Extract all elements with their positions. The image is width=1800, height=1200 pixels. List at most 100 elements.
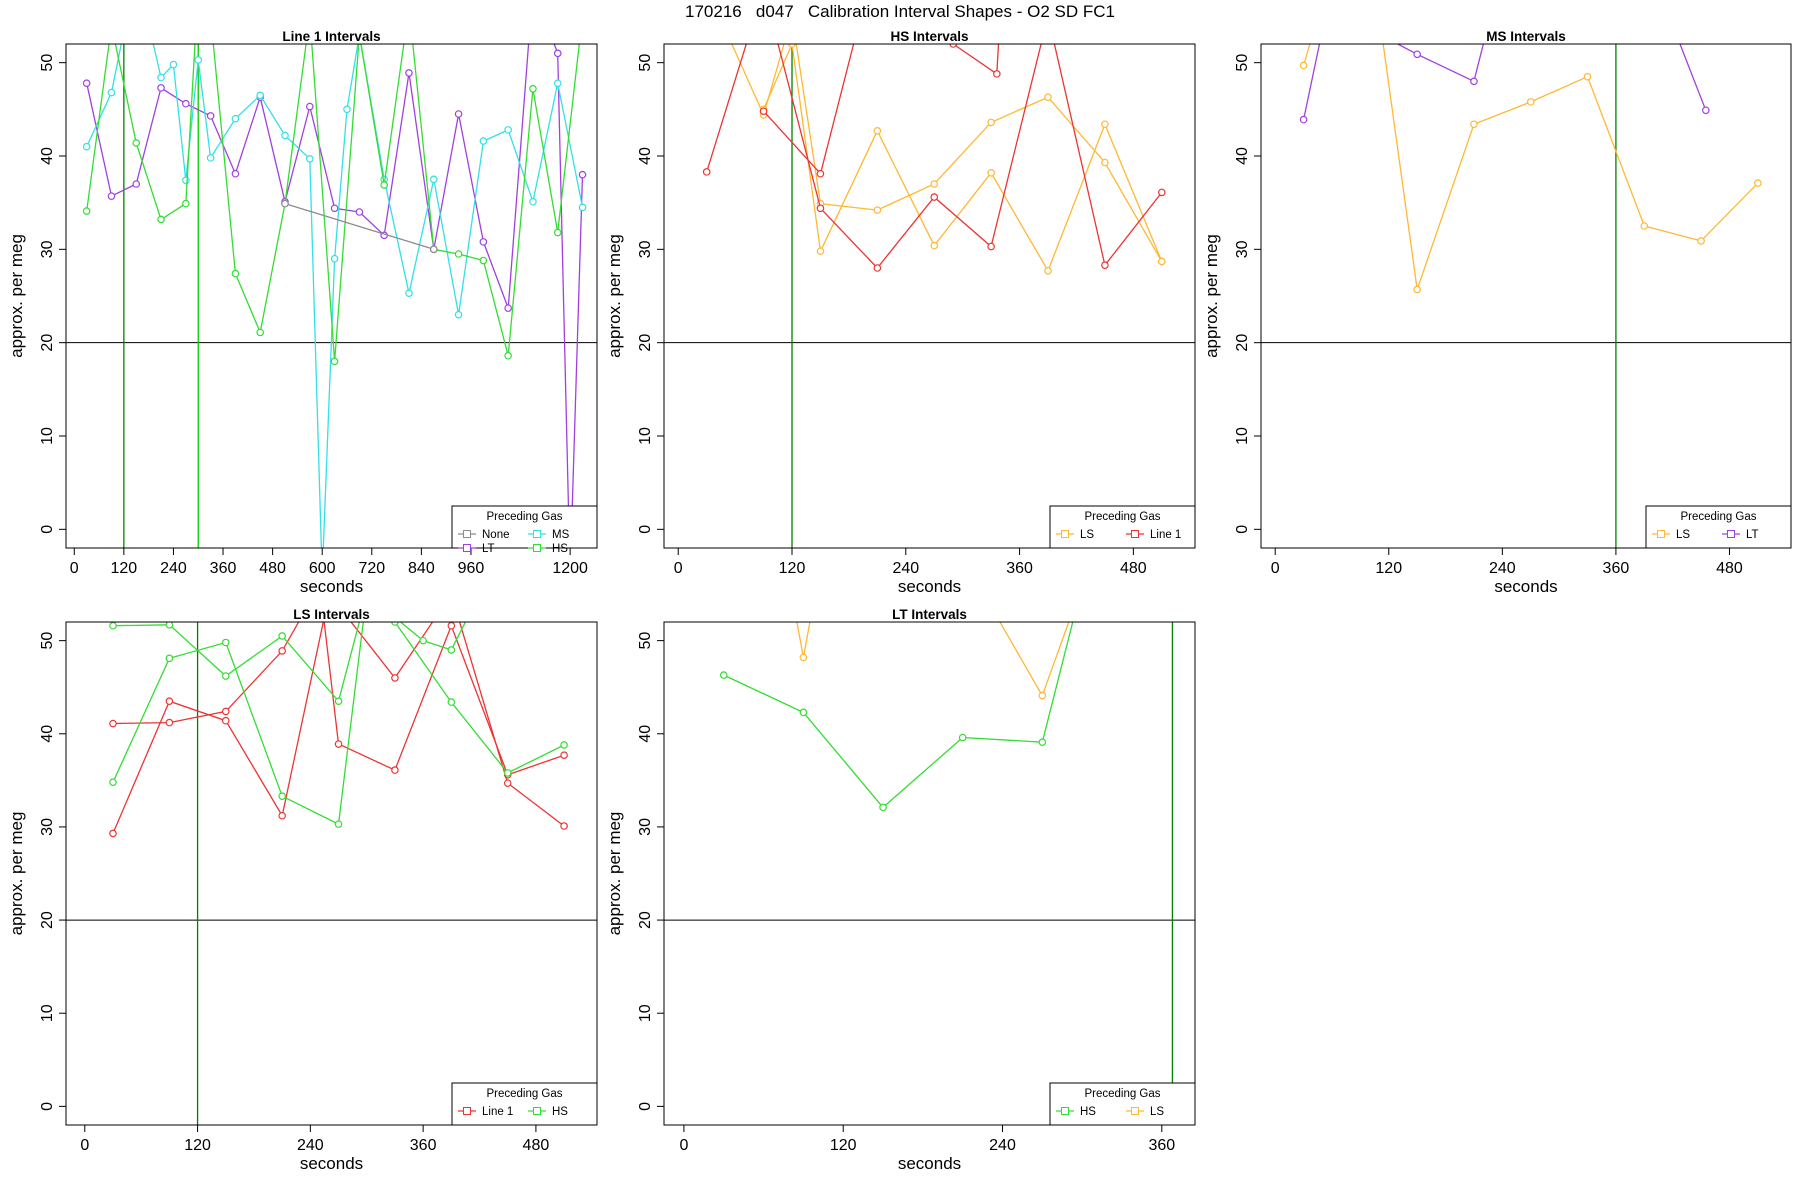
series-line [86,44,584,548]
data-point [560,741,568,749]
y-tick-label: 0 [637,525,654,534]
data-point [334,820,343,828]
x-tick-label: 360 [410,1137,437,1154]
data-point [429,175,438,184]
x-tick-label: 360 [1006,560,1033,577]
data-point [553,49,562,58]
data-point [231,269,240,278]
data-point [182,99,190,108]
data-point [1044,266,1052,275]
legend-swatch-marker [533,1107,541,1115]
y-tick-label: 0 [39,1102,56,1111]
series-line [763,44,855,176]
data-point [334,697,343,705]
data-point [1640,222,1649,230]
data-point [256,91,265,100]
data-point [873,264,882,272]
x-tick-label: 960 [458,560,485,577]
legend-label: Line 1 [482,1106,513,1118]
data-point [231,114,240,123]
legend-title: Preceding Gas [1680,511,1756,523]
legend-swatch-marker [463,530,471,538]
data-point [221,716,230,725]
data-point [182,176,190,185]
legend-label: MS [552,529,570,541]
data-point [281,199,289,208]
data-point [702,168,711,176]
data-point [165,697,174,705]
panel-title: Line 1 Intervals [282,29,380,44]
series-hs [719,622,1074,812]
x-tick-label: 240 [160,560,187,577]
y-tick-label: 0 [1234,525,1251,534]
y-tick-label: 50 [1234,54,1251,72]
y-tick-label: 30 [637,818,654,836]
legend-swatch-marker [1061,530,1069,538]
data-point [578,203,587,212]
plot-content [66,13,597,548]
x-tick-label: 360 [210,560,237,577]
data-point [799,708,808,717]
legend-box [1645,505,1792,549]
legend-swatch-marker [463,544,471,552]
plot-frame [1260,43,1792,549]
data-point [182,199,190,208]
data-point [1470,120,1478,129]
data-point [759,107,768,116]
panel-4: LS Intervals 0 120 240 360 480 seconds 0 10 20 30 4… [7,607,598,1173]
data-point [281,131,289,140]
data-point [405,69,413,77]
y-tick-label: 50 [637,54,654,72]
legend-swatch-marker [533,530,541,538]
data-point [194,56,203,64]
data-point [454,250,463,258]
data-point [330,204,339,213]
y-tick-label: 20 [1234,334,1251,352]
panel-title: LS Intervals [293,607,370,622]
legend-label: LS [1080,529,1094,541]
data-point [799,653,808,662]
data-point [1697,237,1705,245]
data-point [391,622,399,626]
data-point [334,740,343,748]
x-axis-title: seconds [1494,577,1557,596]
plot-content [1261,44,1791,548]
series-line [112,622,565,776]
x-tick-label: 240 [1489,560,1516,577]
data-point [997,3,1003,9]
data-point [1045,13,1051,19]
data-point [579,13,585,19]
data-point [816,247,825,256]
series-line [1679,44,1707,111]
legend-swatch-marker [1131,530,1139,538]
series-lt [1299,44,1485,124]
y-tick-label: 20 [39,911,56,929]
data-point [165,654,174,663]
data-point [207,13,213,19]
legend-swatch-marker [1131,1107,1139,1115]
data-point [1038,691,1047,700]
y-axis-title: approx. per meg [605,812,624,936]
plot-content [664,3,1195,548]
series-ls [999,622,1070,700]
data-point [306,155,314,163]
data-point [787,582,793,588]
x-tick-label: 480 [523,1137,550,1154]
data-point [82,142,91,151]
y-tick-label: 40 [39,147,56,165]
x-axis-title: seconds [300,577,363,596]
y-tick-label: 40 [39,725,56,743]
series-ms [82,44,587,548]
data-point [504,304,512,312]
series-line-1 [759,44,855,178]
series-line [731,44,1163,262]
x-tick-label: 120 [111,560,138,577]
data-point [447,622,456,630]
y-tick-label: 30 [1234,240,1251,258]
legend-label: Line 1 [1150,529,1181,541]
x-tick-label: 120 [1375,560,1402,577]
legend-title: Preceding Gas [1084,511,1160,523]
series-line [1302,44,1485,120]
x-tick-label: 480 [259,560,286,577]
y-axis-title: approx. per meg [7,812,26,936]
